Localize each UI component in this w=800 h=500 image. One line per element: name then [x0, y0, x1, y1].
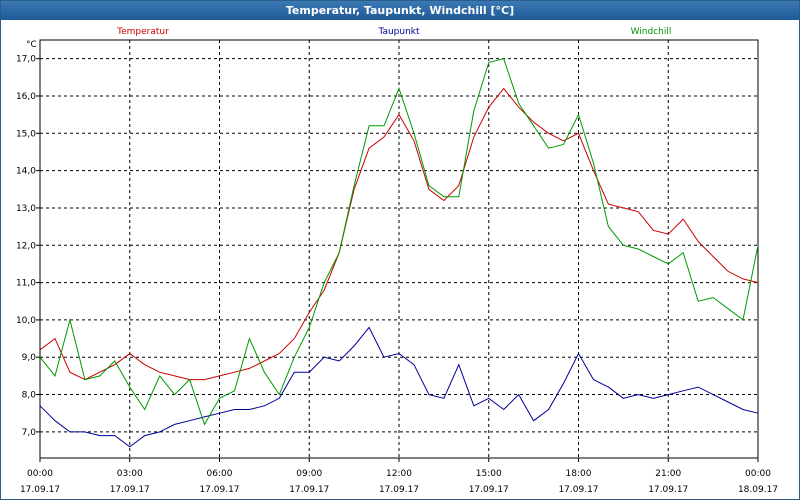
x-tick-date: 17.09.17: [648, 485, 688, 495]
y-tick-label: 7,0: [22, 428, 37, 438]
series-lines: [39, 58, 759, 448]
x-tick-time: 12:00: [386, 469, 412, 479]
legend-taupunkt: Taupunkt: [377, 27, 420, 37]
series-line-temperatur: [39, 87, 759, 381]
x-tick-date: 18.09.17: [738, 485, 778, 495]
x-tick-time: 03:00: [117, 469, 143, 479]
x-tick-time: 06:00: [207, 469, 233, 479]
legend: Temperatur Taupunkt Windchill: [116, 27, 671, 37]
x-tick-date: 17.09.17: [379, 485, 419, 495]
y-tick-label: 15,0: [16, 129, 36, 139]
y-tick-label: 11,0: [16, 279, 36, 289]
x-tick-date: 17.09.17: [289, 485, 329, 495]
x-tick-time: 15:00: [476, 469, 502, 479]
legend-temperatur: Temperatur: [116, 27, 169, 37]
y-axis-ticks: 7,0 8,0 9,0 10,0 11,0 12,0 13,0 14,0 15,0 16,0 17,…: [16, 55, 40, 438]
y-tick-label: 17,0: [16, 55, 36, 65]
x-tick-time: 18:00: [566, 469, 592, 479]
series-line-taupunkt: [39, 326, 759, 448]
x-tick-date: 17.09.17: [110, 485, 150, 495]
x-tick-date: 17.09.17: [558, 485, 598, 495]
y-tick-label: 9,0: [22, 353, 37, 363]
x-tick-time: 00:00: [27, 469, 53, 479]
y-tick-label: 8,0: [22, 391, 37, 401]
grid: [40, 40, 758, 458]
series-line-windchill: [39, 58, 759, 426]
legend-windchill: Windchill: [631, 27, 672, 37]
y-axis-unit: °C: [26, 40, 37, 50]
y-tick-label: 10,0: [16, 316, 36, 326]
window-title: Temperatur, Taupunkt, Windchill [°C]: [1, 1, 799, 20]
x-tick-time: 09:00: [296, 469, 322, 479]
y-tick-label: 14,0: [16, 167, 36, 177]
y-tick-label: 16,0: [16, 92, 36, 102]
x-tick-time: 00:00: [745, 469, 771, 479]
x-axis-ticks: 00:00 17.09.17 03:00 17.09.17 06:00 17.09.17 0…: [20, 458, 778, 495]
x-tick-time: 21:00: [655, 469, 681, 479]
x-tick-date: 17.09.17: [469, 485, 509, 495]
y-tick-label: 13,0: [16, 204, 36, 214]
x-tick-date: 17.09.17: [199, 485, 239, 495]
y-tick-label: 12,0: [16, 241, 36, 251]
x-tick-date: 17.09.17: [20, 485, 60, 495]
